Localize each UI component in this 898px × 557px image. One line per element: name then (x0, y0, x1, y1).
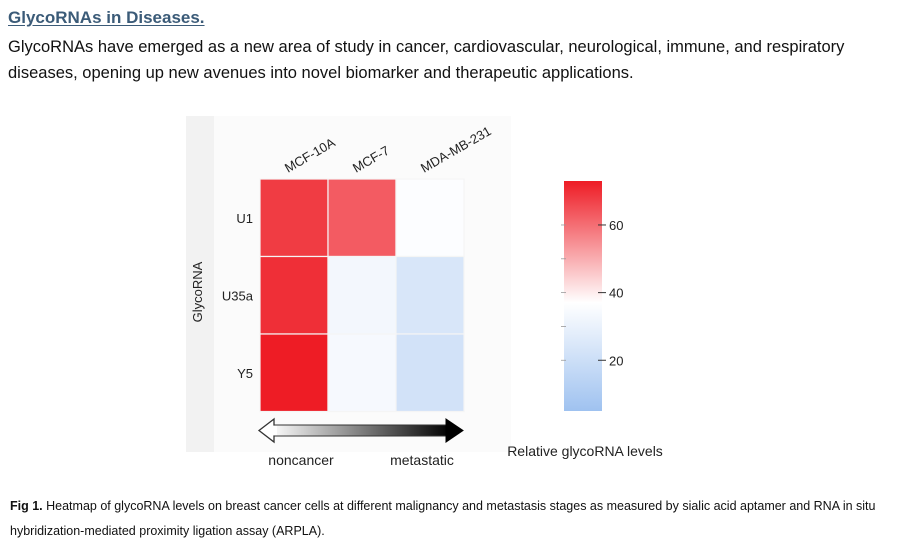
colorbar (564, 181, 602, 411)
heatmap-cell (259, 333, 329, 413)
row-label: U35a (222, 288, 254, 303)
intro-paragraph: GlycoRNAs have emerged as a new area of … (8, 38, 845, 82)
colorbar-tick-label: 60 (609, 218, 623, 233)
section-title: GlycoRNAs in Diseases. (8, 8, 205, 27)
heatmap-cell (259, 255, 329, 335)
figure-caption: Fig 1. Heatmap of glycoRNA levels on bre… (10, 494, 890, 544)
heatmap-cell (327, 178, 397, 258)
ylabel-strip (186, 116, 214, 452)
heatmap-cell (327, 333, 397, 413)
malignancy-arrow (257, 417, 464, 444)
heatmap-cell (395, 255, 465, 335)
arrow-left-label: noncancer (268, 452, 334, 468)
colorbar-title: Relative glycoRNA levels (507, 443, 663, 459)
heatmap-cell (395, 178, 465, 258)
colorbar-tick-label: 20 (609, 353, 623, 368)
heatmap-cells (259, 178, 465, 413)
y-axis-title: GlycoRNA (190, 261, 205, 322)
caption-label: Fig 1. (10, 499, 43, 513)
row-label: Y5 (237, 366, 253, 381)
row-label: U1 (236, 211, 253, 226)
heatmap-cell (259, 178, 329, 258)
colorbar-tick-label: 40 (609, 286, 623, 301)
arrow-right-label: metastatic (390, 452, 454, 468)
heatmap-cell (327, 255, 397, 335)
caption-text: Heatmap of glycoRNA levels on breast can… (10, 499, 876, 538)
colorbar-ticks: 20 40 60 (561, 218, 623, 368)
row-labels: U1 U35a Y5 (222, 211, 254, 381)
heatmap-cell (395, 333, 465, 413)
